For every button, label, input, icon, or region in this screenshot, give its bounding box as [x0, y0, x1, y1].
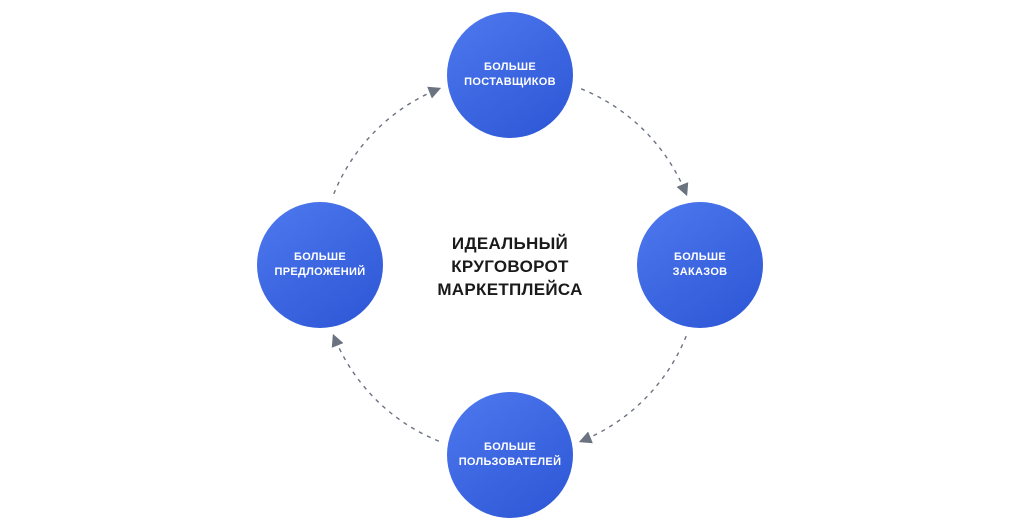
- cycle-node-left: БОЛЬШЕПРЕДЛОЖЕНИЙ: [257, 202, 383, 328]
- cycle-node-label: БОЛЬШЕПОСТАВЩИКОВ: [464, 60, 556, 90]
- center-title: ИДЕАЛЬНЫЙКРУГОВОРОТМАРКЕТПЛЕЙСА: [400, 233, 620, 302]
- cycle-node-top: БОЛЬШЕПОСТАВЩИКОВ: [447, 12, 573, 138]
- arrow-top-to-right: [581, 89, 686, 194]
- center-title-text: ИДЕАЛЬНЫЙКРУГОВОРОТМАРКЕТПЛЕЙСА: [437, 234, 582, 299]
- arrow-left-to-top: [334, 89, 439, 194]
- arrow-bottom-to-left: [334, 336, 439, 441]
- cycle-node-label: БОЛЬШЕЗАКАЗОВ: [673, 250, 728, 280]
- arrow-right-to-bottom: [581, 336, 686, 441]
- cycle-node-bottom: БОЛЬШЕПОЛЬЗОВАТЕЛЕЙ: [447, 392, 573, 518]
- cycle-node-label: БОЛЬШЕПОЛЬЗОВАТЕЛЕЙ: [459, 440, 562, 470]
- cycle-node-right: БОЛЬШЕЗАКАЗОВ: [637, 202, 763, 328]
- cycle-node-label: БОЛЬШЕПРЕДЛОЖЕНИЙ: [275, 250, 366, 280]
- cycle-diagram: ИДЕАЛЬНЫЙКРУГОВОРОТМАРКЕТПЛЕЙСА БОЛЬШЕПО…: [0, 0, 1020, 530]
